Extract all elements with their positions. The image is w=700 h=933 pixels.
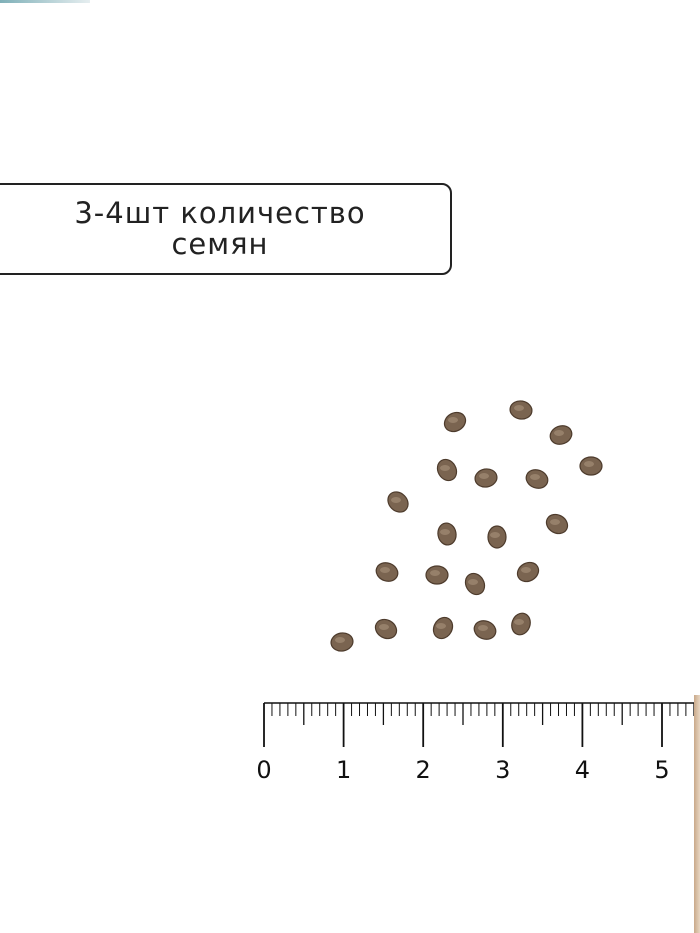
seed-highlight: [430, 570, 440, 576]
seed-highlight: [436, 623, 446, 629]
ruler-label: 0: [256, 756, 271, 784]
ruler-label: 2: [416, 756, 431, 784]
ruler-label: 3: [495, 756, 510, 784]
seed-highlight: [440, 529, 450, 535]
ruler-label: 5: [654, 756, 669, 784]
seed-highlight: [468, 579, 478, 585]
seed-highlight: [530, 474, 540, 480]
seed-highlight: [440, 465, 450, 471]
ruler-label: 4: [575, 756, 590, 784]
seed-count-label: 3-4шт количество семян: [0, 183, 452, 275]
seed-highlight: [514, 405, 524, 411]
top-accent-line: [0, 0, 90, 3]
ruler-label: 1: [336, 756, 351, 784]
seed-highlight: [379, 624, 389, 630]
label-line-2: семян: [171, 227, 269, 261]
seed-highlight: [521, 567, 531, 573]
seed-highlight: [479, 473, 489, 479]
wooden-edge: [694, 695, 700, 933]
seed-highlight: [335, 637, 345, 643]
seed-highlight: [554, 430, 564, 436]
seed-highlight: [514, 619, 524, 625]
seed-highlight: [380, 567, 390, 573]
label-line-1: 3-4шт количество: [74, 196, 366, 230]
seed-highlight: [448, 417, 458, 423]
seed-highlight: [490, 532, 500, 538]
seed-highlight: [478, 625, 488, 631]
seed-highlight: [550, 519, 560, 525]
seed-highlight: [391, 497, 401, 503]
seed-highlight: [584, 461, 594, 467]
